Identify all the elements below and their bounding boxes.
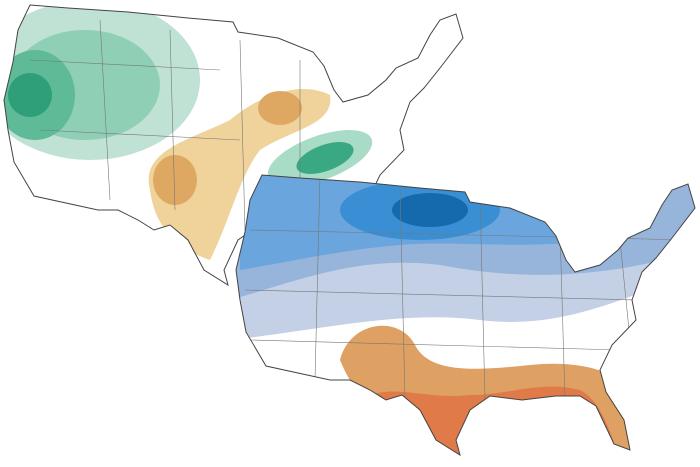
front-map [235, 174, 696, 456]
back-map [3, 4, 464, 286]
